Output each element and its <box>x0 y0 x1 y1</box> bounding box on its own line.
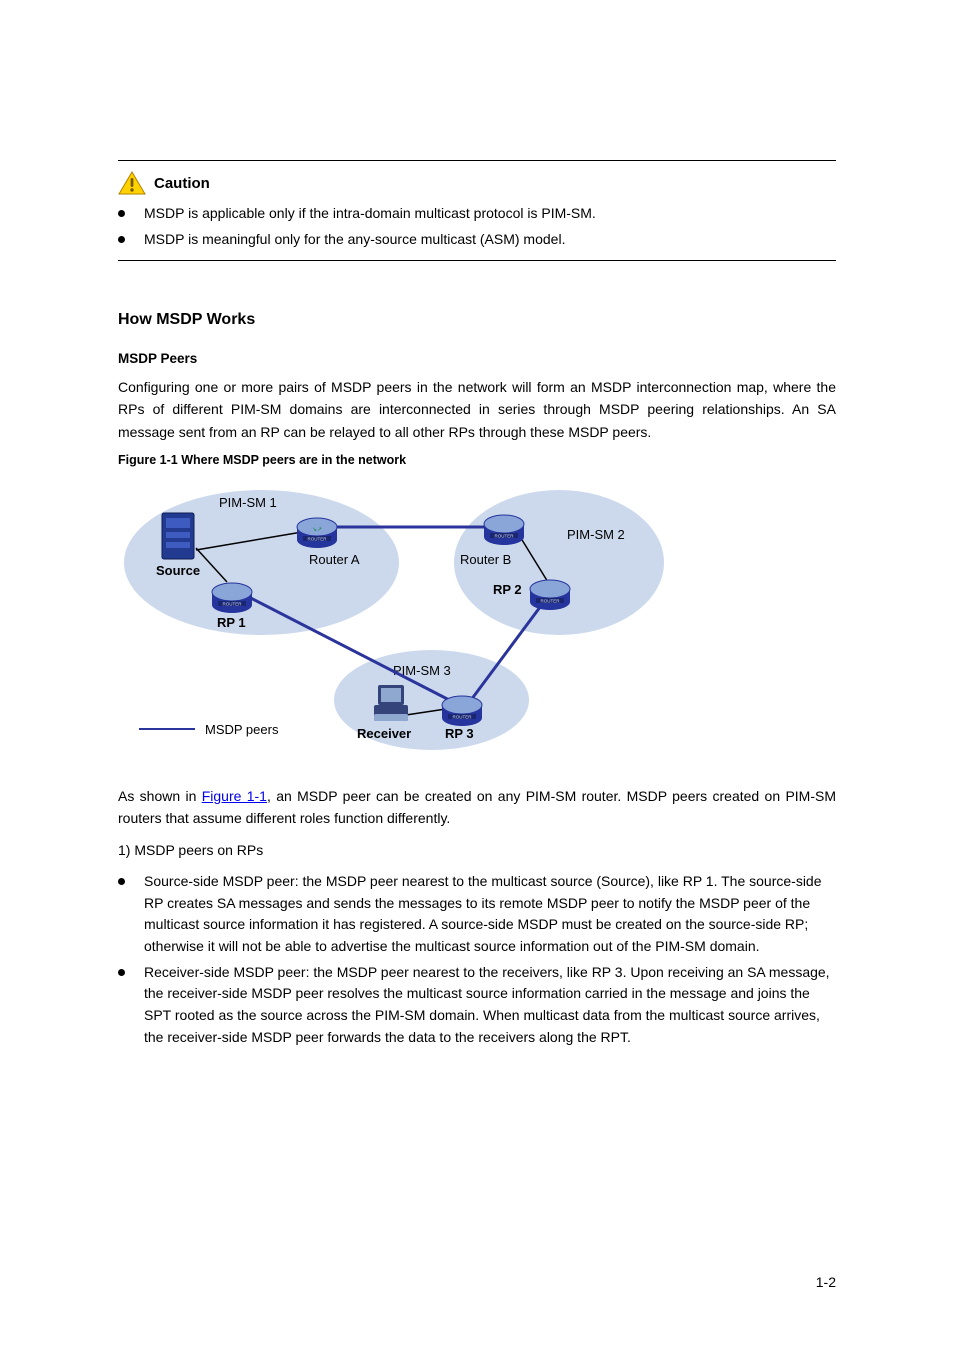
node-label: Router B <box>460 552 511 567</box>
caution-item: MSDP is meaningful only for the any-sour… <box>144 229 836 251</box>
svg-text:↘↗: ↘↗ <box>312 527 322 533</box>
rp-bullet: Receiver-side MSDP peer: the MSDP peer n… <box>144 962 836 1049</box>
diagram-legend: MSDP peers <box>139 722 278 737</box>
node-label: RP 1 <box>217 615 246 630</box>
subsection-heading: MSDP Peers <box>118 351 836 366</box>
rp-bullet: Source-side MSDP peer: the MSDP peer nea… <box>144 871 836 958</box>
caution-icon <box>118 171 146 195</box>
router-icon: ROUTER <box>484 515 524 545</box>
router-icon: ↘↗ ROUTER <box>297 518 337 548</box>
svg-text:ROUTER: ROUTER <box>223 601 243 606</box>
legend-label: MSDP peers <box>205 722 278 737</box>
network-diagram: PIM-SM 1 PIM-SM 2 PIM-SM 3 <box>124 475 664 765</box>
legend-swatch <box>139 728 195 731</box>
section-heading: How MSDP Works <box>118 311 836 329</box>
node-label: Source <box>156 563 200 578</box>
svg-text:ROUTER: ROUTER <box>541 598 561 603</box>
router-icon: ROUTER <box>530 580 570 610</box>
svg-text:ROUTER: ROUTER <box>308 536 328 541</box>
caution-list: MSDP is applicable only if the intra-dom… <box>118 203 836 250</box>
figure-link[interactable]: Figure 1-1 <box>202 788 267 804</box>
router-icon: ROUTER <box>212 583 252 613</box>
intro-paragraph: Configuring one or more pairs of MSDP pe… <box>118 376 836 442</box>
node-label: Router A <box>309 552 360 567</box>
caution-title: Caution <box>154 175 210 192</box>
receiver-icon <box>374 685 408 721</box>
page-number: 1-2 <box>816 1274 836 1290</box>
numbered-item: 1) MSDP peers on RPs <box>118 839 836 861</box>
node-label: RP 2 <box>493 582 522 597</box>
svg-text:ROUTER: ROUTER <box>495 533 515 538</box>
node-label: Receiver <box>357 726 411 741</box>
server-icon <box>162 513 194 559</box>
body-paragraph: As shown in Figure 1-1, an MSDP peer can… <box>118 785 836 829</box>
svg-text:ROUTER: ROUTER <box>453 714 473 719</box>
figure-caption: Figure 1-1 Where MSDP peers are in the n… <box>118 453 836 467</box>
caution-item: MSDP is applicable only if the intra-dom… <box>144 203 836 225</box>
router-icon: ROUTER <box>442 696 482 726</box>
node-label: RP 3 <box>445 726 474 741</box>
caution-header: Caution <box>118 171 836 195</box>
rp-bullet-list: Source-side MSDP peer: the MSDP peer nea… <box>118 871 836 1049</box>
